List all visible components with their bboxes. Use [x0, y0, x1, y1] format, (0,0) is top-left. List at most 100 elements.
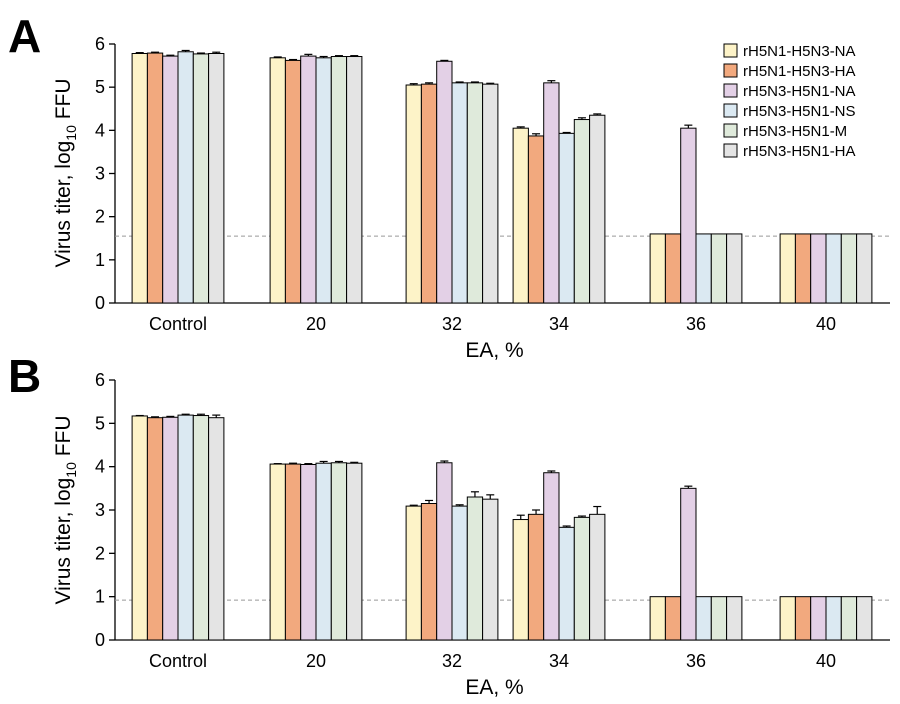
bar-rH5N3-H5N1-HA — [856, 233, 873, 304]
legend-swatch — [723, 143, 738, 158]
y-tick-label: 6 — [95, 34, 105, 54]
x-tick-label: 40 — [816, 314, 836, 334]
bar-rH5N3-H5N1-HA — [482, 83, 499, 304]
bar-rH5N1-H5N3-HA — [794, 596, 812, 641]
bar-rH5N1-H5N3-HA — [284, 59, 302, 304]
x-axis-title: EA, % — [465, 339, 523, 362]
bar-rH5N3-H5N1-NA — [680, 487, 697, 641]
bar-rH5N3-H5N1-NS — [177, 51, 194, 304]
bar-rH5N1-H5N3-HA — [664, 596, 682, 641]
legend-swatch — [723, 103, 738, 118]
bar-rH5N3-H5N1-HA — [346, 56, 363, 304]
bar-rH5N3-H5N1-NA — [680, 127, 697, 304]
x-tick-label: 20 — [306, 314, 326, 334]
bar-rH5N1-H5N3-NA — [649, 233, 666, 304]
panel-letter: B — [8, 350, 41, 402]
bar-rH5N3-H5N1-HA — [589, 114, 606, 304]
legend-label: rH5N3-H5N1-NA — [743, 83, 856, 100]
bar-rH5N3-H5N1-NS — [315, 462, 332, 641]
bar-rH5N3-H5N1-NS — [695, 233, 712, 304]
panel-letter: A — [8, 10, 41, 62]
bar-rH5N1-H5N3-HA — [664, 233, 682, 304]
x-tick-label: 32 — [442, 651, 462, 671]
bar-rH5N3-H5N1-NS — [451, 82, 468, 304]
x-tick-label: 36 — [686, 314, 706, 334]
bar-rH5N3-H5N1-NS — [451, 505, 468, 641]
bar-rH5N3-H5N1-NA — [436, 60, 453, 304]
bar-rH5N1-H5N3-NA — [779, 596, 796, 641]
y-tick-label: 2 — [95, 207, 105, 227]
bar-rH5N3-H5N1-NS — [825, 233, 842, 304]
bar-rH5N1-H5N3-NA — [512, 519, 529, 641]
bar-rH5N3-H5N1-NA — [810, 233, 827, 304]
bar-rH5N1-H5N3-HA — [146, 417, 164, 641]
bar-rH5N3-H5N1-HA — [726, 233, 743, 304]
x-tick-label: 20 — [306, 651, 326, 671]
y-tick-label: 3 — [95, 164, 105, 184]
bar-rH5N3-H5N1-NA — [810, 596, 827, 641]
bar-rH5N1-H5N3-NA — [269, 57, 286, 304]
bar-rH5N1-H5N3-HA — [527, 513, 545, 641]
legend-label: rH5N1-H5N3-NA — [743, 43, 856, 60]
bar-rH5N1-H5N3-NA — [269, 463, 286, 641]
bar-rH5N3-H5N1-NS — [177, 414, 194, 641]
bar-rH5N3-H5N1-NS — [695, 596, 712, 641]
y-tick-label: 2 — [95, 543, 105, 563]
x-tick-label: 36 — [686, 651, 706, 671]
bar-rH5N3-H5N1-HA — [482, 498, 499, 641]
x-tick-label: 40 — [816, 651, 836, 671]
y-axis-title-subscript: 10 — [63, 125, 79, 141]
legend-swatch — [723, 43, 738, 58]
y-axis-title-unit: FFU — [52, 78, 75, 125]
y-axis-title-unit: FFU — [52, 415, 75, 462]
bar-rH5N3-H5N1-NA — [300, 464, 317, 641]
legend-swatch — [723, 63, 738, 78]
y-axis-title-subscript: 10 — [63, 462, 79, 478]
x-tick-label: Control — [149, 314, 207, 334]
bar-rH5N1-H5N3-HA — [420, 83, 438, 304]
bar-rH5N1-H5N3-HA — [420, 503, 438, 641]
bar-rH5N3-H5N1-HA — [346, 462, 363, 641]
bar-rH5N3-H5N1-M — [840, 233, 858, 304]
bar-rH5N1-H5N3-NA — [512, 127, 529, 304]
legend-label: rH5N3-H5N1-NS — [743, 103, 856, 120]
y-axis-title: Virus titer, log10 FFU — [52, 415, 79, 604]
y-tick-label: 1 — [95, 587, 105, 607]
bar-rH5N3-H5N1-NS — [825, 596, 842, 641]
bar-rH5N3-H5N1-M — [573, 516, 591, 641]
bar-rH5N1-H5N3-NA — [131, 52, 148, 304]
y-tick-label: 0 — [95, 630, 105, 650]
bar-rH5N3-H5N1-HA — [208, 417, 225, 641]
x-axis-title: EA, % — [465, 676, 523, 699]
bar-rH5N1-H5N3-HA — [527, 135, 545, 304]
bar-rH5N1-H5N3-NA — [649, 596, 666, 641]
bar-rH5N3-H5N1-HA — [208, 52, 225, 304]
y-tick-label: 3 — [95, 500, 105, 520]
legend-swatch — [723, 83, 738, 98]
bar-rH5N3-H5N1-NA — [162, 416, 179, 641]
y-axis-title-main: Virus titer, log — [52, 141, 75, 268]
bar-rH5N3-H5N1-NA — [543, 82, 560, 304]
bar-rH5N3-H5N1-NA — [543, 472, 560, 641]
bar-rH5N3-H5N1-M — [840, 596, 858, 641]
legend-label: rH5N3-H5N1-HA — [743, 143, 856, 160]
y-tick-label: 6 — [95, 370, 105, 390]
bar-rH5N1-H5N3-HA — [146, 52, 164, 304]
y-axis-title-main: Virus titer, log — [52, 478, 75, 605]
x-tick-label: 32 — [442, 314, 462, 334]
x-tick-label: 34 — [549, 651, 569, 671]
bar-rH5N3-H5N1-NA — [436, 462, 453, 641]
bar-rH5N1-H5N3-NA — [779, 233, 796, 304]
bar-rH5N3-H5N1-M — [710, 233, 728, 304]
bar-rH5N3-H5N1-NS — [558, 132, 575, 304]
legend: rH5N1-H5N3-NA rH5N1-H5N3-HA rH5N3-H5N1-NA r… — [723, 43, 856, 160]
bar-rH5N3-H5N1-HA — [589, 513, 606, 641]
legend-label: rH5N1-H5N3-HA — [743, 63, 856, 80]
bar-rH5N3-H5N1-M — [466, 496, 484, 641]
y-tick-label: 4 — [95, 120, 105, 140]
bar-rH5N1-H5N3-HA — [794, 233, 812, 304]
bar-rH5N3-H5N1-NS — [558, 526, 575, 641]
